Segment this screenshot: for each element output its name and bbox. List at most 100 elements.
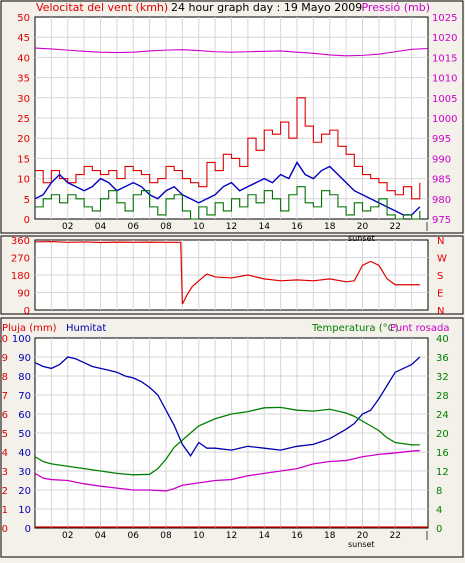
- pressure-tick-label: 995: [432, 134, 451, 145]
- temperature-tick-label: 8: [436, 486, 442, 497]
- wind-tick-label: 0: [24, 215, 30, 226]
- x-tick-label-bottom: 12: [226, 531, 237, 541]
- x-tick-label-bottom: 10: [193, 531, 205, 541]
- direction-tick-label: 0: [24, 306, 30, 317]
- rain-tick-label: 7: [2, 391, 8, 402]
- pressure-tick-label: 1010: [432, 74, 457, 85]
- compass-tick-label: N: [437, 236, 444, 247]
- rain-axis-title: Pluja (mm): [2, 323, 57, 334]
- direction-tick-label: 180: [11, 271, 30, 282]
- rain-tick-label: 5: [2, 429, 8, 440]
- rain-tick-label: 2: [2, 486, 8, 497]
- humidity-tick-label: 60: [18, 410, 31, 421]
- rain-tick-label: 10: [0, 334, 8, 345]
- series-pressure: [34, 47, 429, 57]
- series-lines: [34, 47, 429, 528]
- temperature-tick-label: 12: [436, 467, 449, 478]
- temperature-tick-label: 32: [436, 372, 449, 383]
- humidity-tick-label: 70: [18, 391, 31, 402]
- x-tick-end-top: |: [425, 222, 428, 232]
- wind-tick-label: 15: [17, 154, 30, 165]
- compass-tick-label: E: [437, 289, 443, 300]
- x-tick-label-bottom: 06: [128, 531, 140, 541]
- temperature-tick-label: 0: [436, 524, 442, 535]
- humidity-tick-label: 0: [25, 524, 31, 535]
- x-tick-label-top: 18: [324, 222, 336, 232]
- humidity-panel-frame: [0, 317, 464, 558]
- compass-tick-label: N: [437, 306, 444, 317]
- pressure-tick-label: 975: [432, 215, 451, 226]
- temperature-tick-label: 20: [436, 429, 449, 440]
- wind-tick-label: 10: [17, 175, 30, 186]
- sunset-label-top: sunset: [348, 234, 375, 243]
- pressure-tick-label: 1015: [432, 53, 457, 64]
- wind-tick-label: 35: [17, 74, 30, 85]
- compass-tick-label: W: [437, 254, 447, 265]
- pressure-tick-label: 1020: [432, 33, 457, 44]
- sunset-label-bottom: sunset: [348, 540, 375, 549]
- pressure-tick-label: 990: [432, 154, 451, 165]
- x-tick-label-bottom: 04: [95, 531, 107, 541]
- rain-tick-label: 6: [2, 410, 8, 421]
- humidity-tick-label: 80: [18, 372, 31, 383]
- pressure-tick-label: 1005: [432, 94, 457, 105]
- x-tick-label-top: 14: [259, 222, 271, 232]
- x-tick-label-bottom: 02: [62, 531, 73, 541]
- series-dewpoint: [34, 449, 420, 492]
- temperature-tick-label: 4: [436, 505, 442, 516]
- wind-tick-label: 5: [24, 195, 30, 206]
- humidity-tick-label: 10: [18, 505, 31, 516]
- temperature-tick-label: 28: [436, 391, 449, 402]
- wind-tick-label: 50: [17, 13, 30, 24]
- wind-tick-label: 20: [17, 134, 30, 145]
- pressure-tick-label: 985: [432, 175, 451, 186]
- rain-tick-label: 3: [2, 467, 8, 478]
- series-low: [35, 186, 421, 220]
- pressure-tick-label: 1025: [432, 13, 457, 24]
- humidity-axis-title: Humitat: [66, 323, 106, 334]
- x-tick-label-bottom: 08: [160, 531, 172, 541]
- direction-tick-label: 90: [17, 289, 30, 300]
- humidity-tick-label: 20: [18, 486, 31, 497]
- rain-tick-label: 4: [2, 448, 8, 459]
- humidity-tick-label: 30: [18, 467, 31, 478]
- rain-tick-label: 8: [2, 372, 8, 383]
- series-direction: [34, 240, 420, 305]
- wind-tick-label: 45: [17, 33, 30, 44]
- x-tick-label-top: 04: [95, 222, 107, 232]
- series-gust: [35, 97, 421, 200]
- x-tick-label-bottom: 16: [291, 531, 303, 541]
- x-tick-label-top: 06: [128, 222, 140, 232]
- rain-tick-label: 9: [2, 353, 8, 364]
- pressure-tick-label: 1000: [432, 114, 457, 125]
- compass-tick-label: S: [437, 271, 443, 282]
- axis-labels: 0202040406060808101012121414161618182020…: [0, 13, 457, 541]
- temperature-tick-label: 24: [436, 410, 449, 421]
- x-tick-label-top: 12: [226, 222, 237, 232]
- direction-tick-label: 360: [11, 236, 30, 247]
- x-tick-end-bottom: |: [425, 531, 428, 541]
- dewpoint-axis-title: Punt rosada: [390, 323, 449, 334]
- pressure-tick-label: 980: [432, 195, 451, 206]
- x-tick-label-bottom: 20: [357, 531, 369, 541]
- humidity-tick-label: 40: [18, 448, 31, 459]
- wind-panel-frame: [0, 0, 464, 234]
- wind-tick-label: 40: [17, 53, 30, 64]
- wind-tick-label: 30: [17, 94, 30, 105]
- x-tick-label-top: 20: [357, 222, 369, 232]
- direction-panel-frame: [0, 235, 464, 315]
- series-temperature: [34, 406, 420, 476]
- x-tick-label-bottom: 22: [390, 531, 401, 541]
- x-tick-label-bottom: 18: [324, 531, 336, 541]
- x-tick-label-bottom: 14: [259, 531, 271, 541]
- x-tick-label-top: 16: [291, 222, 303, 232]
- chart-title: 24 hour graph day : 19 Mayo 2009: [171, 1, 362, 14]
- x-tick-label-top: 22: [390, 222, 401, 232]
- gridlines: [35, 17, 428, 528]
- x-tick-label-top: 08: [160, 222, 172, 232]
- x-tick-label-top: 02: [62, 222, 73, 232]
- temperature-tick-label: 40: [436, 334, 449, 345]
- wind-axis-title: Velocitat del vent (kmh): [36, 1, 168, 14]
- temperature-axis-title: Temperatura (°C): [311, 323, 399, 334]
